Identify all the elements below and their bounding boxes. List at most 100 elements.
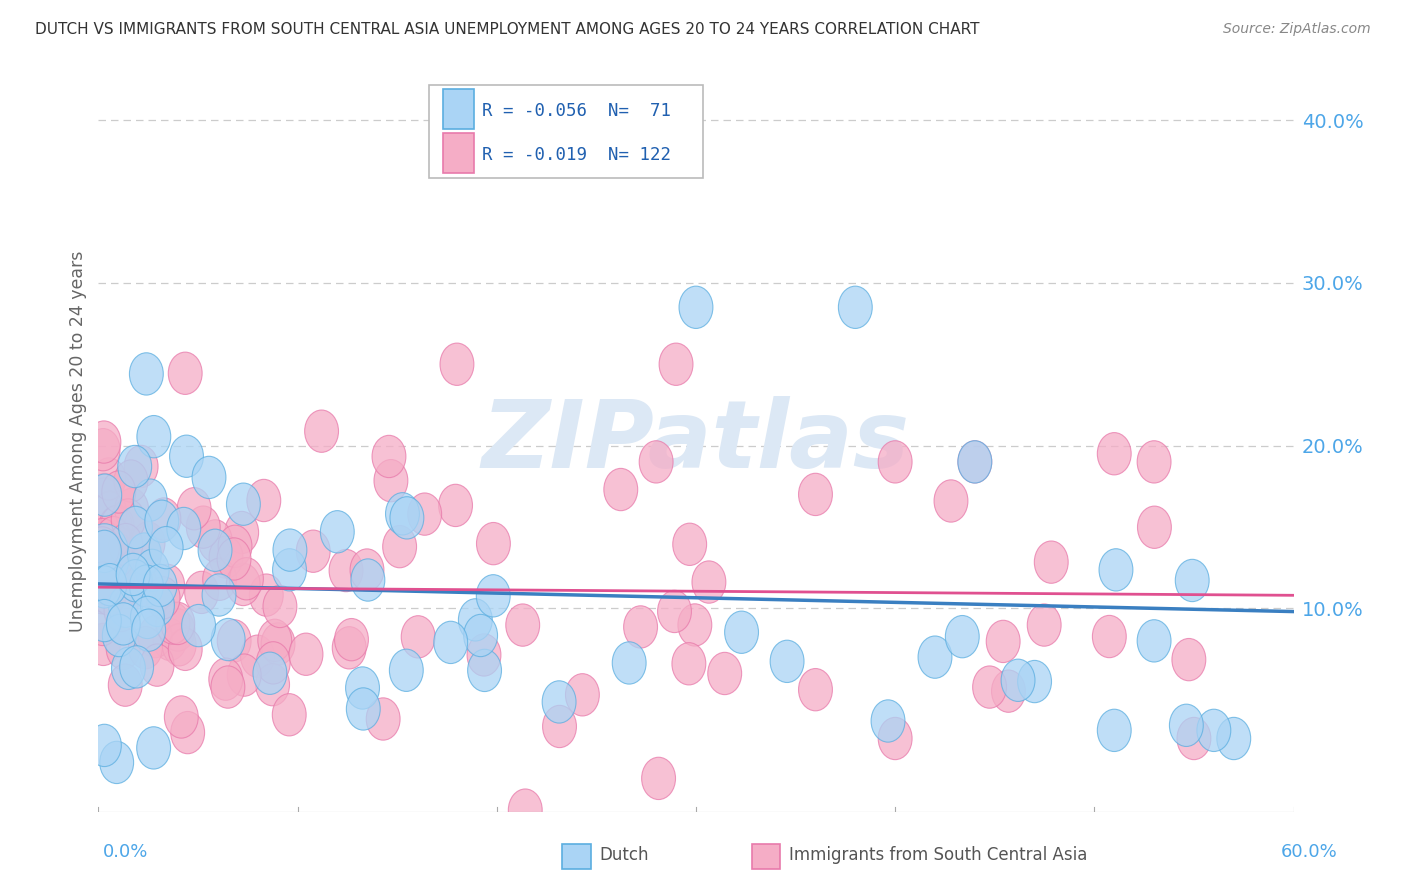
Ellipse shape (101, 471, 136, 513)
Ellipse shape (1035, 541, 1069, 583)
Ellipse shape (1018, 660, 1052, 703)
Ellipse shape (148, 498, 181, 541)
Text: R = -0.056  N=  71: R = -0.056 N= 71 (482, 102, 671, 120)
Ellipse shape (129, 352, 163, 395)
Ellipse shape (1097, 433, 1132, 475)
Ellipse shape (136, 416, 170, 458)
Ellipse shape (118, 445, 152, 488)
Ellipse shape (506, 604, 540, 646)
Ellipse shape (707, 652, 741, 695)
Ellipse shape (143, 565, 177, 607)
Ellipse shape (141, 584, 174, 626)
Ellipse shape (108, 585, 142, 627)
Y-axis label: Unemployment Among Ages 20 to 24 years: Unemployment Among Ages 20 to 24 years (69, 251, 87, 632)
Ellipse shape (373, 435, 406, 477)
Ellipse shape (565, 673, 599, 716)
Ellipse shape (87, 530, 121, 573)
Ellipse shape (87, 522, 121, 565)
Ellipse shape (918, 636, 952, 678)
Ellipse shape (108, 664, 142, 706)
Ellipse shape (127, 534, 160, 577)
Ellipse shape (434, 621, 468, 664)
Ellipse shape (957, 441, 991, 483)
Ellipse shape (136, 727, 170, 769)
Ellipse shape (603, 468, 638, 511)
Ellipse shape (87, 474, 122, 516)
Ellipse shape (165, 696, 198, 739)
Ellipse shape (467, 634, 501, 676)
Ellipse shape (134, 479, 167, 521)
Text: R = -0.019  N= 122: R = -0.019 N= 122 (482, 146, 671, 164)
Ellipse shape (86, 428, 120, 471)
Ellipse shape (226, 564, 260, 606)
Ellipse shape (129, 565, 163, 607)
Ellipse shape (1001, 659, 1035, 701)
Ellipse shape (150, 565, 184, 607)
Ellipse shape (86, 518, 120, 561)
Ellipse shape (141, 644, 174, 686)
Ellipse shape (346, 688, 380, 731)
Ellipse shape (799, 474, 832, 516)
Ellipse shape (101, 533, 135, 575)
Ellipse shape (87, 478, 121, 520)
Ellipse shape (111, 648, 145, 690)
Ellipse shape (93, 564, 127, 606)
Ellipse shape (263, 585, 297, 628)
Ellipse shape (146, 576, 180, 619)
Ellipse shape (1028, 604, 1062, 646)
Ellipse shape (86, 527, 120, 569)
Ellipse shape (640, 441, 673, 483)
Ellipse shape (145, 500, 179, 542)
Ellipse shape (352, 559, 385, 601)
Ellipse shape (290, 633, 323, 675)
Ellipse shape (297, 530, 330, 573)
Ellipse shape (128, 533, 162, 575)
Ellipse shape (111, 499, 145, 541)
Ellipse shape (198, 520, 232, 562)
Ellipse shape (211, 666, 245, 708)
Ellipse shape (332, 627, 366, 669)
Ellipse shape (401, 615, 434, 658)
Ellipse shape (156, 602, 190, 644)
Ellipse shape (305, 410, 339, 452)
Ellipse shape (273, 529, 307, 571)
Ellipse shape (209, 536, 243, 578)
Ellipse shape (658, 591, 692, 632)
Ellipse shape (149, 526, 183, 569)
Text: Immigrants from South Central Asia: Immigrants from South Central Asia (789, 846, 1087, 863)
Ellipse shape (87, 474, 121, 516)
Ellipse shape (162, 624, 195, 666)
Ellipse shape (93, 491, 127, 533)
Ellipse shape (273, 694, 307, 736)
Ellipse shape (464, 615, 498, 657)
Ellipse shape (86, 603, 120, 646)
Ellipse shape (1137, 506, 1171, 549)
Ellipse shape (945, 615, 979, 657)
Ellipse shape (202, 558, 236, 600)
Ellipse shape (104, 590, 138, 632)
Ellipse shape (229, 558, 263, 600)
Ellipse shape (177, 488, 211, 530)
Ellipse shape (131, 522, 165, 564)
Ellipse shape (1092, 615, 1126, 657)
Ellipse shape (98, 506, 132, 549)
Ellipse shape (641, 757, 675, 799)
Ellipse shape (87, 421, 121, 463)
Ellipse shape (80, 524, 129, 589)
Ellipse shape (108, 524, 142, 566)
Ellipse shape (160, 609, 195, 651)
Ellipse shape (153, 618, 187, 661)
Text: Dutch: Dutch (599, 846, 648, 863)
Ellipse shape (115, 488, 149, 531)
Ellipse shape (991, 670, 1025, 713)
Ellipse shape (256, 641, 290, 684)
Ellipse shape (91, 458, 125, 500)
Ellipse shape (131, 596, 165, 639)
Ellipse shape (262, 623, 295, 665)
Ellipse shape (101, 553, 135, 595)
Ellipse shape (543, 681, 576, 723)
Ellipse shape (458, 599, 492, 641)
Ellipse shape (218, 525, 252, 567)
Ellipse shape (624, 606, 658, 648)
Text: Source: ZipAtlas.com: Source: ZipAtlas.com (1223, 22, 1371, 37)
